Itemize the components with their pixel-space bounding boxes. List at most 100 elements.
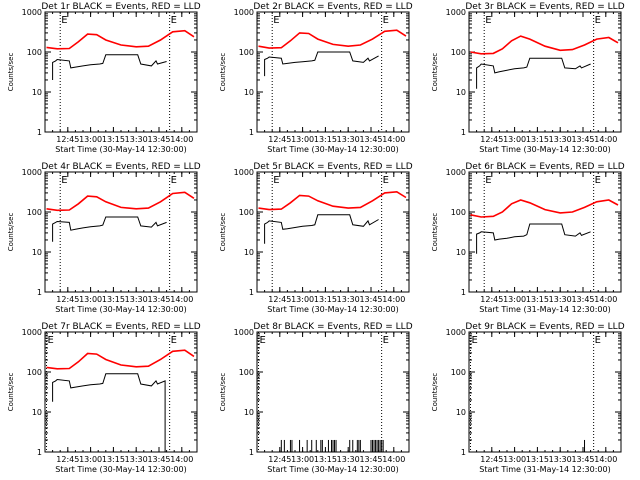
x-tick-label: 13:30 [549, 455, 572, 464]
x-tick-label: 13:15 [102, 135, 125, 144]
panel-title: Det 8r BLACK = Events, RED = LLD [253, 322, 412, 332]
panel-title: Det 6r BLACK = Events, RED = LLD [465, 162, 624, 172]
e-marker-label: E [485, 15, 491, 26]
x-tick-label: 13:30 [549, 295, 572, 304]
x-tick-label: 14:00 [594, 135, 617, 144]
y-tick-label: 1000 [446, 8, 466, 17]
x-tick-label: 12:45 [268, 295, 291, 304]
x-tick-label: 14:00 [594, 295, 617, 304]
x-tick-label: 14:00 [382, 135, 405, 144]
e-marker-label: E [595, 15, 601, 26]
x-tick-label: 12:45 [56, 455, 79, 464]
y-tick-label: 100 [239, 48, 254, 57]
y-tick-label: 100 [27, 368, 42, 377]
y-tick-label: 10 [456, 88, 466, 97]
events-series-line [52, 54, 167, 80]
lld-series-line [470, 35, 619, 55]
x-tick-label: 13:30 [125, 455, 148, 464]
x-tick-label: 13:15 [526, 455, 549, 464]
y-tick-label: 10 [456, 408, 466, 417]
x-tick-label: 13:00 [291, 295, 314, 304]
x-axis-label: Start Time (30-May-14 12:30:00) [55, 305, 186, 314]
x-tick-label: 13:00 [291, 135, 314, 144]
lld-series-line [46, 349, 195, 370]
y-axis-label: Counts/sec [7, 373, 15, 412]
y-axis-label: Counts/sec [219, 213, 227, 252]
y-axis-label: Counts/sec [219, 53, 227, 92]
x-tick-label: 12:45 [56, 135, 79, 144]
y-tick-label: 10 [456, 248, 466, 257]
x-tick-label: 12:45 [268, 455, 291, 464]
panel-title: Det 9r BLACK = Events, RED = LLD [465, 322, 624, 332]
e-marker-label: E [171, 175, 177, 186]
x-tick-label: 13:15 [314, 295, 337, 304]
y-tick-label: 10 [244, 408, 254, 417]
x-tick-label: 14:00 [382, 455, 405, 464]
e-marker-label: E [595, 175, 601, 186]
y-tick-label: 10 [32, 408, 42, 417]
lld-series-line [46, 191, 195, 212]
plot-frame [44, 331, 198, 453]
plot-frame [256, 171, 410, 293]
x-tick-label: 13:45 [571, 135, 594, 144]
y-tick-label: 1000 [234, 8, 254, 17]
x-tick-label: 13:45 [147, 455, 170, 464]
x-tick-label: 13:00 [79, 295, 102, 304]
x-tick-label: 13:30 [337, 135, 360, 144]
e-marker-label: E [61, 175, 67, 186]
events-series-line [476, 223, 591, 254]
panel-title: Det 2r BLACK = Events, RED = LLD [253, 2, 412, 12]
y-tick-label: 1000 [234, 168, 254, 177]
x-tick-label: 13:45 [147, 135, 170, 144]
events-series-line [476, 57, 591, 89]
panel-title: Det 3r BLACK = Events, RED = LLD [465, 2, 624, 12]
e-marker-label: E [171, 15, 177, 26]
x-tick-label: 13:45 [359, 295, 382, 304]
y-axis-label: Counts/sec [431, 373, 439, 412]
y-axis-label: Counts/sec [7, 213, 15, 252]
x-tick-label: 13:00 [503, 135, 526, 144]
x-tick-label: 14:00 [594, 455, 617, 464]
x-tick-label: 12:45 [56, 295, 79, 304]
y-tick-label: 1 [37, 128, 42, 137]
x-axis-label: Start Time (30-May-14 12:30:00) [267, 465, 398, 474]
plot-frame [256, 11, 410, 133]
x-tick-label: 14:00 [170, 455, 193, 464]
y-tick-label: 1000 [22, 168, 42, 177]
panel-title: Det 7r BLACK = Events, RED = LLD [41, 322, 200, 332]
y-tick-label: 100 [239, 368, 254, 377]
x-tick-label: 13:15 [314, 455, 337, 464]
panel-det-4: Det 4r BLACK = Events, RED = LLD Counts/s… [7, 162, 201, 314]
y-tick-label: 1000 [446, 168, 466, 177]
e-marker-label: E [61, 15, 67, 26]
y-tick-label: 100 [451, 208, 466, 217]
e-marker-label: E [273, 175, 279, 186]
x-axis-label: Start Time (30-May-14 12:30:00) [267, 145, 398, 154]
y-tick-label: 1 [249, 448, 254, 457]
y-tick-label: 10 [32, 248, 42, 257]
x-tick-label: 13:30 [549, 135, 572, 144]
x-tick-label: 13:15 [102, 295, 125, 304]
e-marker-label: E [472, 335, 478, 346]
x-tick-label: 13:00 [503, 455, 526, 464]
lld-series-line [258, 190, 407, 211]
y-axis-label: Counts/sec [7, 53, 15, 92]
e-marker-label: E [48, 335, 54, 346]
e-marker-label: E [383, 15, 389, 26]
y-tick-label: 10 [244, 88, 254, 97]
x-tick-label: 13:30 [125, 295, 148, 304]
y-tick-label: 1 [461, 128, 466, 137]
y-tick-label: 1000 [22, 8, 42, 17]
x-tick-label: 13:45 [571, 295, 594, 304]
y-tick-label: 1 [461, 448, 466, 457]
y-tick-label: 100 [451, 48, 466, 57]
plot-frame [44, 11, 198, 133]
y-axis-label: Counts/sec [431, 213, 439, 252]
events-series-line [52, 216, 167, 242]
x-tick-label: 14:00 [382, 295, 405, 304]
plot-frame [44, 171, 198, 293]
x-tick-label: 13:15 [526, 135, 549, 144]
y-tick-label: 10 [32, 88, 42, 97]
x-tick-label: 13:00 [503, 295, 526, 304]
